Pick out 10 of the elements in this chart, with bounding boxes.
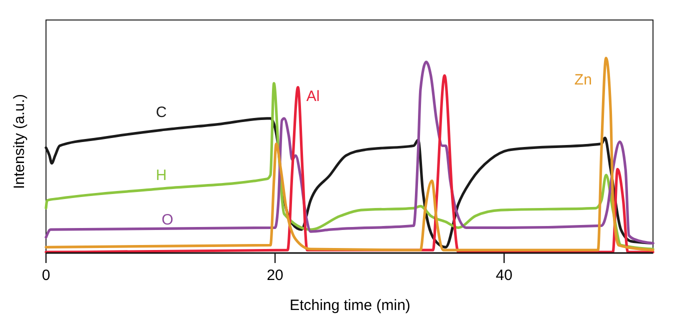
series-label: C xyxy=(156,104,167,122)
x-axis-title: Etching time (min) xyxy=(290,297,410,314)
series-label: Al xyxy=(306,88,320,105)
x-tick-label: 0 xyxy=(42,267,50,284)
x-tick-label: 40 xyxy=(496,267,512,284)
series-label: Zn xyxy=(574,72,592,89)
x-tick-label: 20 xyxy=(266,267,284,284)
series-label: H xyxy=(156,167,167,184)
y-axis-title: Intensity (a.u.) xyxy=(11,94,28,190)
series-label: O xyxy=(162,211,174,228)
